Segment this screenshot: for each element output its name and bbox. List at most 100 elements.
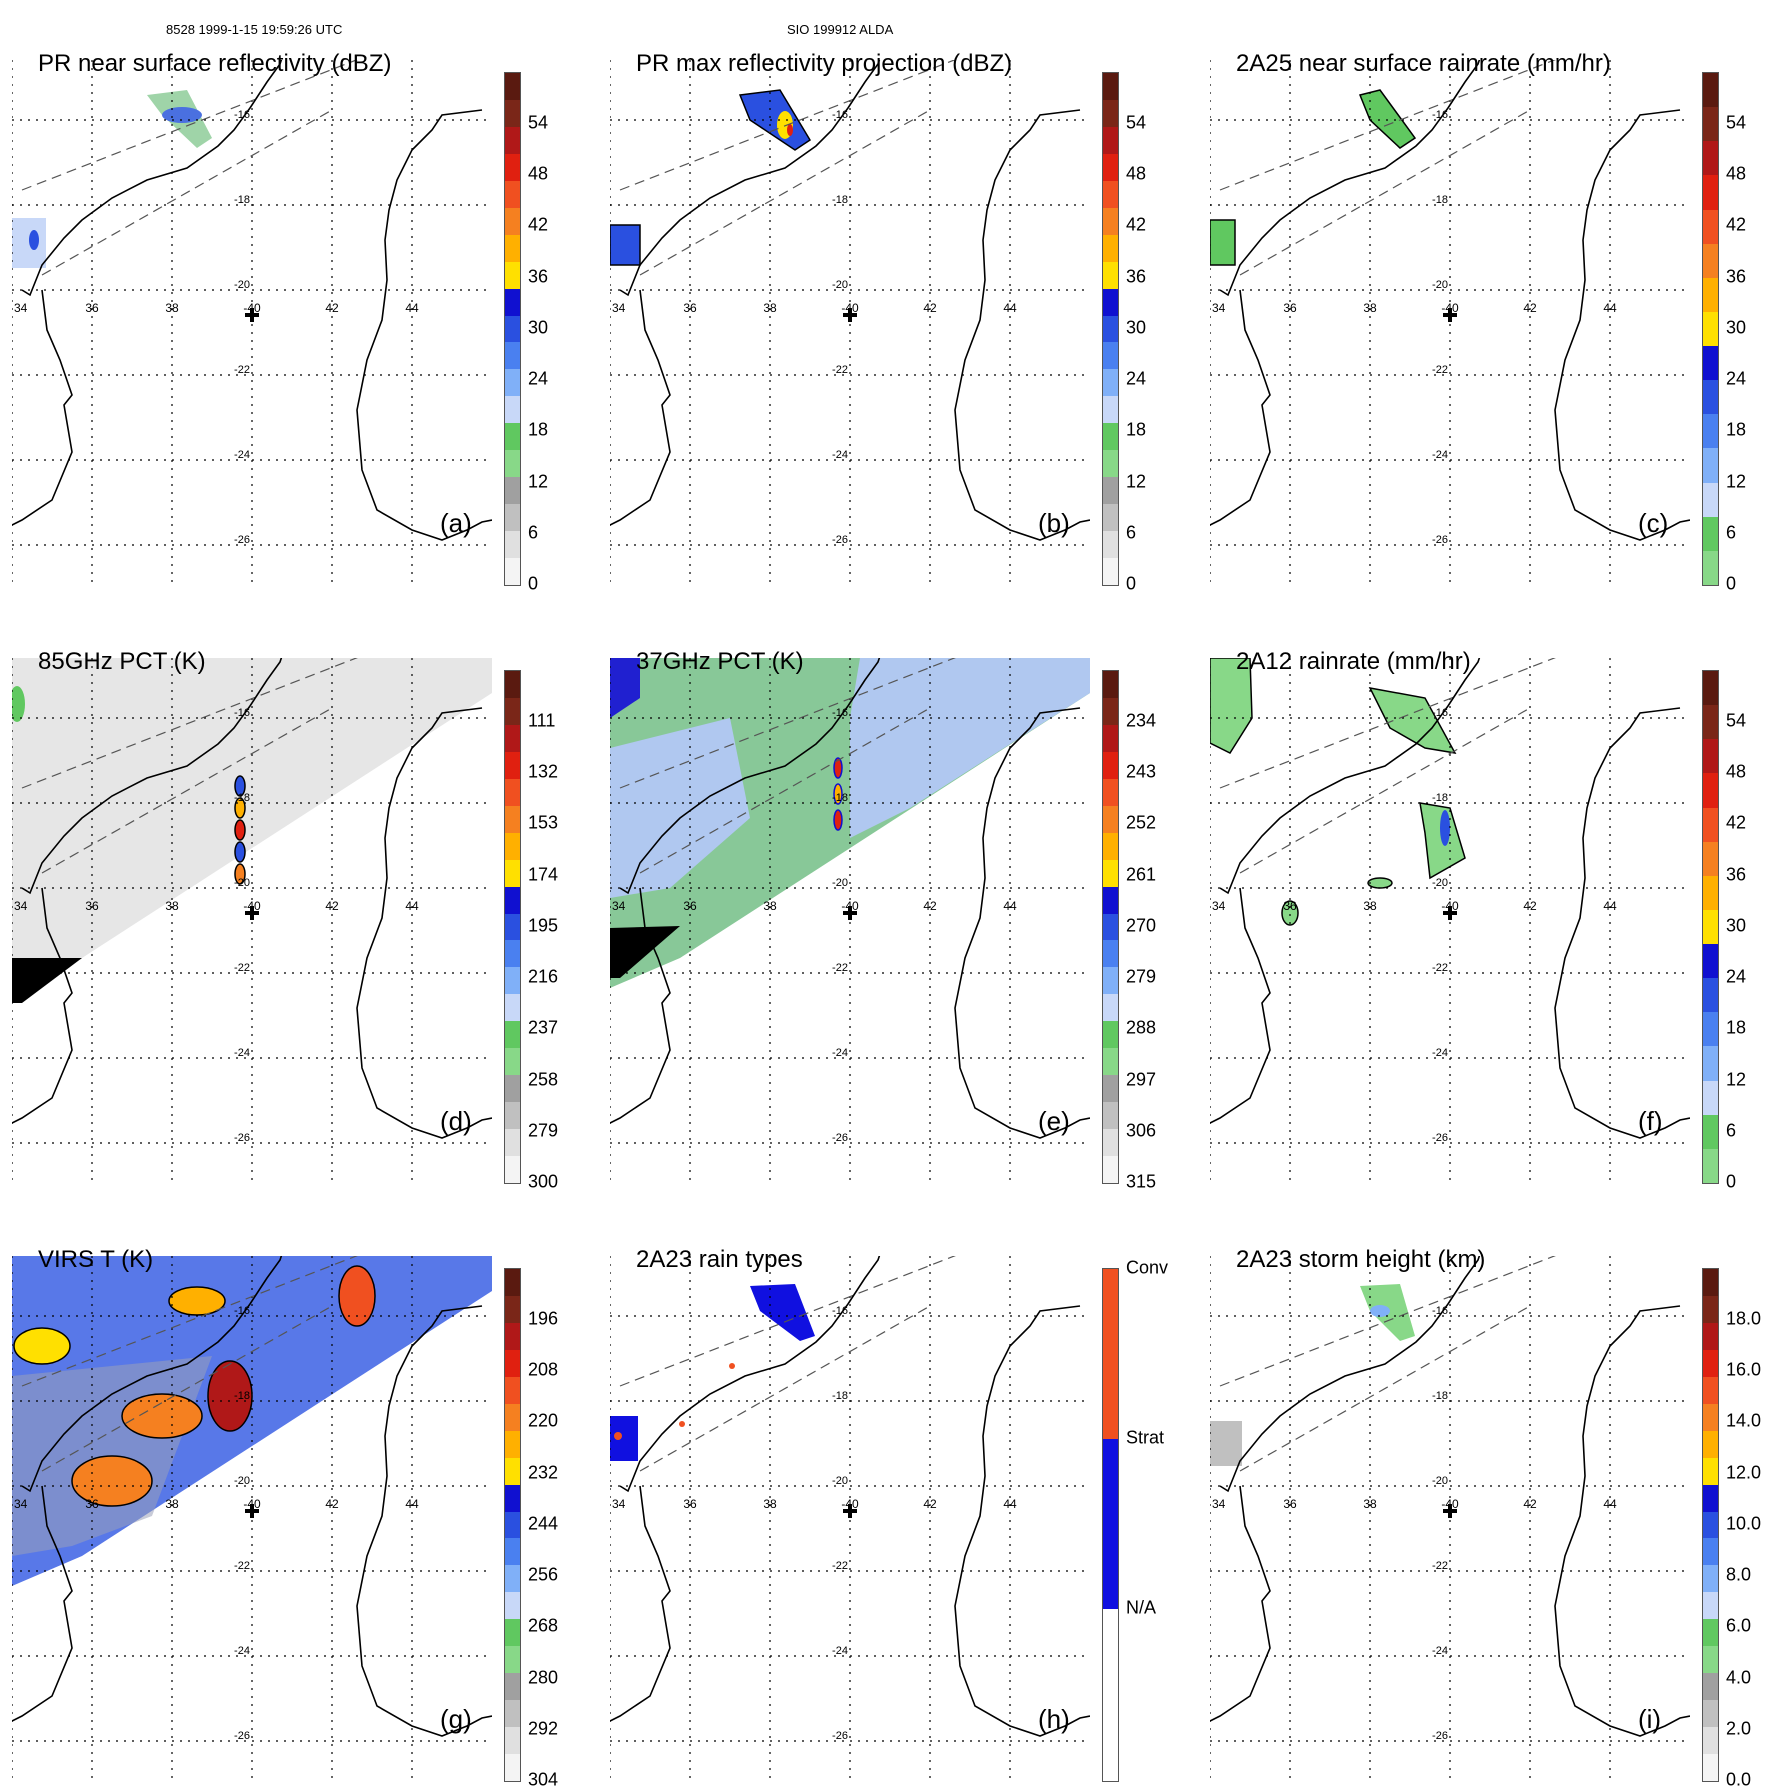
colorbar-segment [1103,940,1118,968]
swath-boundary [21,1256,358,1387]
colorbar-tick-label: 232 [528,1462,559,1483]
colorbar-segment [1703,671,1718,706]
colorbar-tick-label: 48 [528,163,549,184]
colorbar-tick-label: 252 [1126,812,1157,833]
colorbar [1702,72,1719,586]
colorbar-segment [505,1511,520,1539]
lat-tick-label: -24 [1432,449,1448,461]
lat-tick-label: -22 [832,364,848,376]
lat-tick-label: -16 [234,109,250,121]
colorbar [1102,1268,1119,1782]
colorbar-segment [1703,807,1718,843]
colorbar-segment [505,1102,520,1130]
map-frame: 34 36 38 -40 42 44 -16 -18 -20 -22 -24 -26 [1210,658,1690,1186]
colorbar-tick-label: 54 [1126,112,1147,133]
swath-boundary [619,60,956,191]
colorbar-segment [505,1322,520,1351]
colorbar-tick-label: 6 [1126,522,1137,543]
colorbar-tick-label: 216 [528,966,559,987]
colorbar-tick-label: 300 [528,1171,559,1192]
colorbar-segment [1703,1349,1718,1378]
lon-tick-label: 42 [325,1497,339,1511]
rain-echo [12,218,46,268]
map-panel-e: 34 36 38 -40 42 44 -16 -18 -20 -22 -24 -26 37GHz PCT… [598,628,1156,1192]
colorbar-segment [1103,558,1118,586]
lat-tick-label: -20 [832,1475,848,1487]
colorbar-segment [1703,243,1718,279]
colorbar-segment [505,342,520,370]
madagascar-coastline [356,109,492,541]
colorbar-segment [1103,1609,1118,1781]
lat-tick-label: -26 [1432,534,1448,546]
colorbar-segment [1103,477,1118,505]
lon-tick-label: 42 [923,899,937,913]
panel-title: 85GHz PCT (K) [38,648,206,675]
colorbar-tick-label: 132 [528,761,559,782]
colorbar-tick-label: 279 [1126,966,1157,987]
colorbar-tick-label: 153 [528,812,559,833]
lat-tick-label: -16 [234,707,250,719]
colorbar-segment [1103,342,1118,370]
colorbar-tick-label: 4.0 [1726,1667,1752,1688]
lat-tick-label: -26 [832,1730,848,1742]
colorbar-segment [505,1538,520,1566]
lat-tick-label: -24 [1432,1047,1448,1059]
colorbar-segment [505,1700,520,1728]
colorbar-segment [505,423,520,451]
convective-cell [12,686,25,722]
swath-boundary [639,1305,931,1472]
colorbar-segment [505,697,520,726]
rain-area [1367,877,1393,889]
swath-edge [610,926,680,978]
colorbar-segment [505,1484,520,1513]
colorbar-segment [1103,180,1118,209]
colorbar-segment [1103,73,1118,101]
colorbar-segment [1703,175,1718,211]
rain-core [1440,810,1450,846]
colorbar-tick-label: 54 [528,112,549,133]
colorbar-segment [1103,396,1118,424]
lon-tick-label: 34 [14,301,28,315]
swath-boundary [21,658,358,789]
colorbar-segment [505,913,520,941]
lon-tick-label: 38 [763,899,777,913]
colorbar-segment [505,940,520,968]
convective-cell [234,841,246,863]
colorbar-segment [505,805,520,834]
swath-boundary [1219,1256,1556,1387]
lon-tick-label: 42 [1523,899,1537,913]
convective-rain [679,1421,685,1427]
convective-cell [234,863,246,885]
colorbar-segment [505,1295,520,1324]
colorbar-tick-label: Conv [1126,1257,1169,1278]
lon-tick-label: -40 [243,301,261,315]
lon-tick-label: 36 [1283,1497,1297,1511]
map-canvas: 34 36 38 -40 42 44 -16 -18 -20 -22 -24 -26 [610,60,1090,588]
colorbar-segment [1103,994,1118,1022]
lat-tick-label: -16 [1432,109,1448,121]
colorbar-tick-label: 14.0 [1726,1410,1762,1431]
colorbar-segment [1103,504,1118,532]
storm-top-area [1210,1421,1242,1466]
lon-tick-label: 34 [14,1497,28,1511]
colorbar-segment [1703,1114,1718,1150]
lat-tick-label: -20 [1432,279,1448,291]
colorbar-segment [1103,369,1118,397]
colorbar-segment [505,671,520,699]
colorbar-segment [1703,209,1718,245]
colorbar-segment [505,207,520,236]
lon-tick-label: 42 [1523,301,1537,315]
colorbar-segment [505,450,520,478]
colorbar-segment [1703,1403,1718,1432]
colorbar-segment [1103,261,1118,290]
panel-letter: (g) [440,1704,472,1734]
lat-tick-label: -18 [832,792,848,804]
colorbar-tick-label: 12 [1126,471,1147,492]
swath-edge [12,958,82,1003]
map-canvas: 34 36 38 -40 42 44 -16 -18 -20 -22 -24 -26 [12,1256,492,1784]
mozambique-coastline [12,1485,73,1722]
rain-echo [1210,219,1236,266]
lat-tick-label: -16 [832,109,848,121]
swath-boundary [1219,60,1556,191]
lat-tick-label: -20 [234,279,250,291]
